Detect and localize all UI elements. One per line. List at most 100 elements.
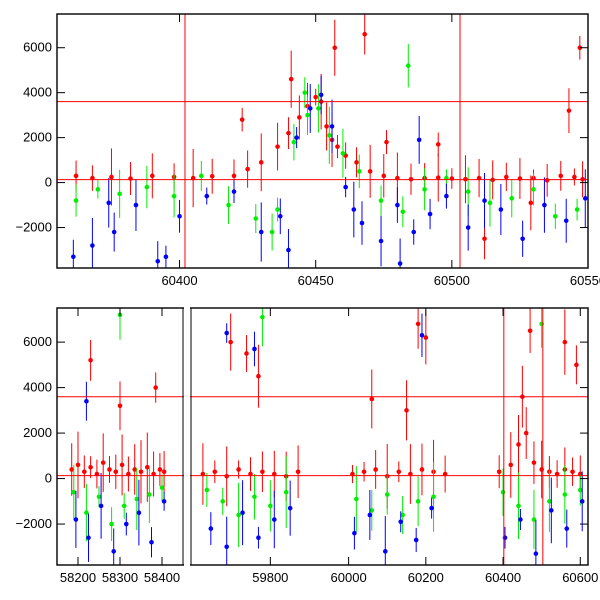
- data-point: [533, 551, 539, 556]
- data-point: [138, 469, 144, 475]
- data-point: [107, 467, 112, 472]
- axis-break: [184, 306, 190, 567]
- data-point: [423, 335, 429, 340]
- data-point: [373, 467, 378, 472]
- data-point: [256, 373, 261, 379]
- top-panel: 60400 60450 60500 60550 −2000 0 2000 4000 6000: [15, 13, 600, 288]
- data-point: [400, 512, 405, 518]
- data-point: [231, 173, 237, 179]
- data-point: [109, 174, 114, 180]
- data-point: [396, 469, 402, 475]
- data-point: [332, 45, 338, 51]
- data-point: [297, 115, 302, 120]
- data-point: [352, 530, 357, 536]
- data-point: [528, 200, 534, 206]
- x-tick-label: 60500: [434, 273, 470, 288]
- data-point: [73, 173, 79, 179]
- data-point: [258, 160, 264, 165]
- data-point: [132, 467, 137, 472]
- data-point: [547, 499, 552, 504]
- data-point: [504, 174, 509, 180]
- data-point: [395, 202, 400, 208]
- data-point: [577, 45, 583, 51]
- y-tick-label: 0: [45, 471, 52, 486]
- data-point: [73, 517, 79, 522]
- data-point: [382, 549, 388, 554]
- data-point: [343, 184, 348, 190]
- data-point: [564, 526, 570, 531]
- data-point: [444, 193, 449, 199]
- data-point: [149, 539, 154, 545]
- data-point: [260, 469, 265, 475]
- data-point: [508, 462, 514, 468]
- data-point: [313, 94, 318, 100]
- data-point: [275, 144, 280, 149]
- data-point: [359, 220, 365, 226]
- data-point: [275, 207, 280, 212]
- data-point: [435, 175, 441, 180]
- y-tick-label: 6000: [23, 40, 52, 55]
- x-tick-label: 58400: [144, 570, 180, 585]
- data-point: [384, 492, 390, 497]
- data-point: [318, 92, 324, 98]
- data-point: [427, 211, 433, 217]
- x-tick-label: 58200: [60, 570, 96, 585]
- data-point: [239, 117, 245, 122]
- data-point: [579, 499, 585, 504]
- data-point: [429, 505, 434, 511]
- data-point: [329, 124, 335, 129]
- data-point: [177, 214, 182, 219]
- x-tick-label: 58300: [102, 570, 138, 585]
- x-tick-label: 60400: [161, 273, 197, 288]
- data-point: [415, 321, 421, 327]
- data-point: [119, 462, 125, 468]
- data-point: [84, 398, 89, 404]
- x-tick-label: 60200: [408, 570, 444, 585]
- bottom-plot-frame: [56, 307, 589, 566]
- data-point: [553, 214, 558, 219]
- x-tick-label: 60000: [331, 570, 367, 585]
- data-point: [220, 499, 226, 504]
- data-point: [531, 187, 536, 192]
- data-point: [236, 467, 241, 472]
- data-point: [415, 499, 421, 504]
- data-point: [574, 207, 580, 212]
- data-point: [400, 209, 406, 215]
- data-point: [574, 362, 579, 368]
- data-point: [252, 346, 257, 352]
- data-point: [240, 510, 245, 515]
- y-tick-label: 4000: [23, 380, 52, 395]
- y-tick-label: 4000: [23, 85, 52, 100]
- y-tick-label: 0: [45, 175, 52, 190]
- data-point: [98, 503, 104, 509]
- data-point: [253, 216, 259, 221]
- x-tick-label: 60450: [298, 273, 334, 288]
- data-point: [145, 464, 150, 470]
- data-point: [563, 218, 569, 224]
- y-tick-label: 2000: [23, 130, 52, 145]
- data-point: [531, 517, 537, 522]
- data-point: [82, 469, 87, 475]
- data-point: [351, 207, 357, 212]
- data-point: [252, 494, 257, 500]
- data-point: [294, 135, 299, 140]
- data-point: [516, 442, 521, 447]
- data-point: [367, 169, 373, 174]
- data-point: [121, 503, 127, 509]
- data-point: [157, 467, 163, 472]
- data-point: [260, 314, 265, 320]
- data-point: [109, 521, 114, 527]
- data-point: [431, 494, 436, 500]
- x-tick-label: 60550: [570, 273, 600, 288]
- data-point: [487, 200, 493, 206]
- data-point: [75, 462, 81, 468]
- data-point: [286, 130, 291, 136]
- data-point: [509, 196, 515, 201]
- data-point: [549, 508, 554, 513]
- data-point: [117, 191, 122, 197]
- data-point: [404, 408, 409, 413]
- data-point: [520, 236, 525, 242]
- data-point: [324, 124, 329, 129]
- data-point: [204, 193, 210, 199]
